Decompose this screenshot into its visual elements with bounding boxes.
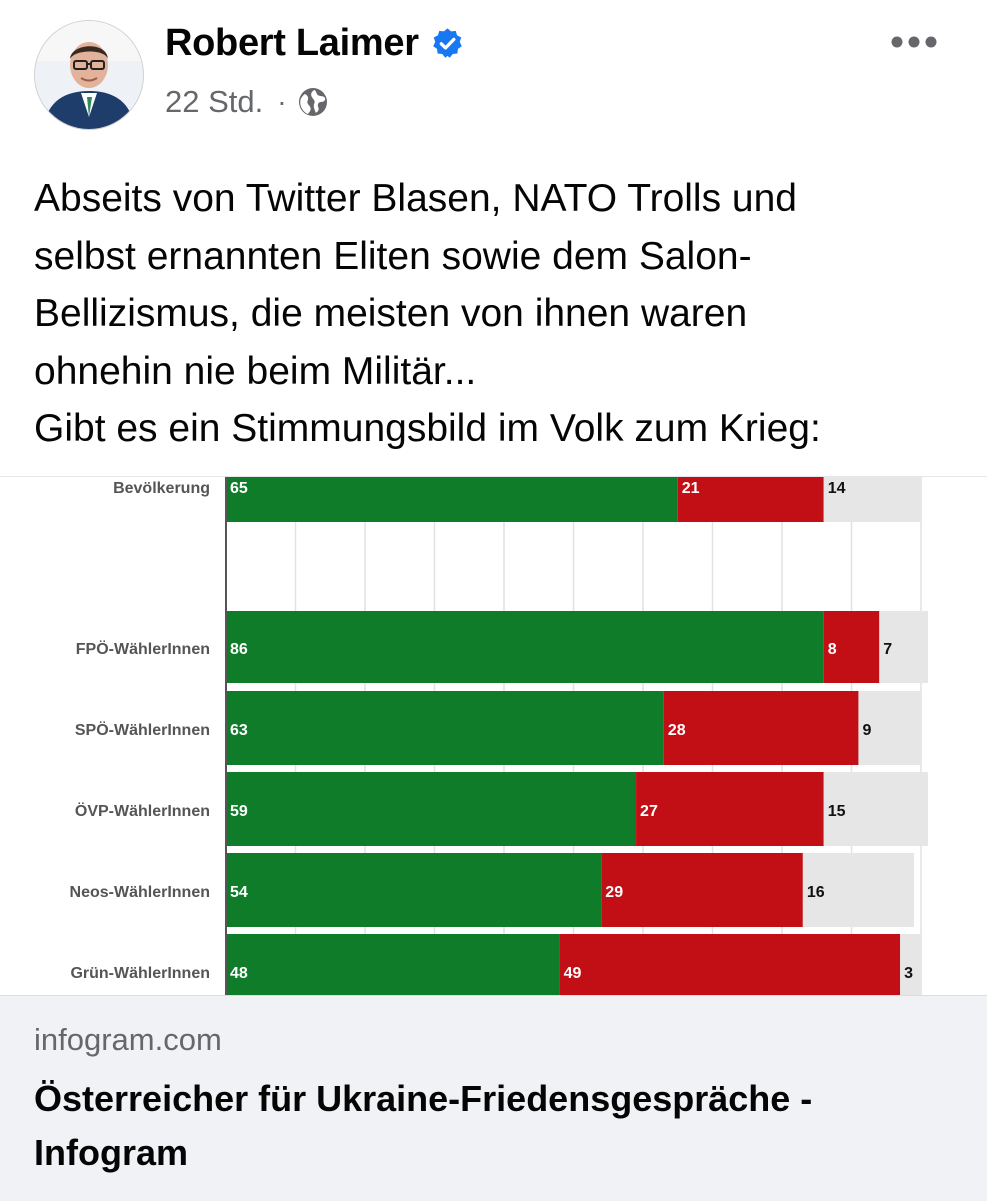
bar-segment-red[interactable] — [677, 477, 824, 522]
chart-area[interactable]: 65 21 14 Bevölkerung 86 8 7 FPÖ-WählerInnen 63 28… — [0, 476, 987, 996]
bar-segment-green[interactable] — [226, 772, 637, 846]
bar-value-label: 48 — [230, 965, 248, 982]
bar-segment-green[interactable] — [226, 853, 602, 927]
bar-value-label: 9 — [862, 722, 871, 739]
bar-segment-gray[interactable] — [879, 611, 928, 683]
link-domain: infogram.com — [34, 1022, 222, 1057]
post-text-line: ohnehin nie beim Militär... — [34, 349, 477, 393]
avatar[interactable] — [34, 20, 144, 130]
verified-badge-icon — [431, 27, 464, 60]
bar-segment-red[interactable] — [663, 691, 859, 765]
category-label: ÖVP-WählerInnen — [75, 801, 210, 820]
bar-segment-gray[interactable] — [858, 691, 921, 765]
link-title-line: Österreicher für Ukraine-Friedensgespräc… — [34, 1078, 813, 1119]
bar-segment-gray[interactable] — [823, 477, 921, 522]
bar-value-label: 7 — [883, 641, 892, 658]
meta-separator: · — [277, 86, 287, 117]
bar-segment-gray[interactable] — [823, 772, 928, 846]
post-text-line: selbst ernannten Eliten sowie dem Salon- — [34, 234, 752, 278]
category-label: Grün-WählerInnen — [70, 965, 210, 982]
bar-segment-red[interactable] — [636, 772, 824, 846]
category-label: SPÖ-WählerInnen — [75, 720, 210, 739]
post-text: Abseits von Twitter Blasen, NATO Trolls … — [34, 170, 964, 458]
bar-segment-red[interactable] — [601, 853, 803, 927]
bar-segment-gray[interactable] — [900, 934, 921, 996]
avatar-image — [35, 21, 143, 129]
bar-segment-gray[interactable] — [802, 853, 915, 927]
more-options-icon[interactable] — [890, 32, 938, 52]
bar-segment-green[interactable] — [226, 611, 824, 683]
bar-value-label: 86 — [230, 641, 248, 658]
link-title[interactable]: Österreicher für Ukraine-Friedensgespräc… — [34, 1072, 954, 1180]
bar-value-label: 8 — [828, 641, 837, 658]
post-header: Robert Laimer 22 Std. · — [0, 0, 987, 160]
bar-value-label: 3 — [904, 965, 913, 982]
bar-segment-green[interactable] — [226, 691, 664, 765]
bar-segment-green[interactable] — [226, 934, 560, 996]
bar-value-label: 14 — [828, 480, 846, 497]
bar-value-label: 49 — [564, 965, 582, 982]
post-timestamp[interactable]: 22 Std. — [165, 84, 264, 119]
post-text-line: Bellizismus, die meisten von ihnen waren — [34, 292, 748, 335]
author-name[interactable]: Robert Laimer — [165, 22, 419, 64]
post-text-line: Abseits von Twitter Blasen, NATO Trolls … — [34, 177, 797, 220]
stacked-bar-chart: 65 21 14 Bevölkerung 86 8 7 FPÖ-WählerInnen 63 28… — [70, 477, 928, 996]
bar-value-label: 16 — [807, 884, 825, 901]
globe-icon — [297, 86, 329, 118]
bar-value-label: 59 — [230, 803, 248, 820]
bar-value-label: 29 — [605, 884, 623, 901]
bar-value-label: 54 — [230, 884, 248, 901]
bar-segment-red[interactable] — [559, 934, 901, 996]
bar-value-label: 27 — [640, 803, 658, 820]
bar-value-label: 21 — [682, 480, 700, 497]
category-label: Bevölkerung — [113, 480, 210, 497]
category-label: Neos-WählerInnen — [70, 884, 210, 901]
category-label: FPÖ-WählerInnen — [76, 639, 210, 658]
post-meta: 22 Std. · — [165, 84, 329, 120]
bar-segment-red[interactable] — [823, 611, 880, 683]
bar-value-label: 63 — [230, 722, 248, 739]
link-title-line: Infogram — [34, 1132, 189, 1173]
author-row: Robert Laimer — [165, 22, 464, 65]
bar-value-label: 15 — [828, 803, 846, 820]
post-text-line: Gibt es ein Stimmungsbild im Volk zum Kr… — [34, 407, 821, 450]
link-preview[interactable]: infogram.com Österreicher für Ukraine-Fr… — [0, 995, 987, 1201]
bar-value-label: 65 — [230, 480, 248, 497]
bar-segment-green[interactable] — [226, 477, 678, 522]
bar-value-label: 28 — [668, 722, 686, 739]
